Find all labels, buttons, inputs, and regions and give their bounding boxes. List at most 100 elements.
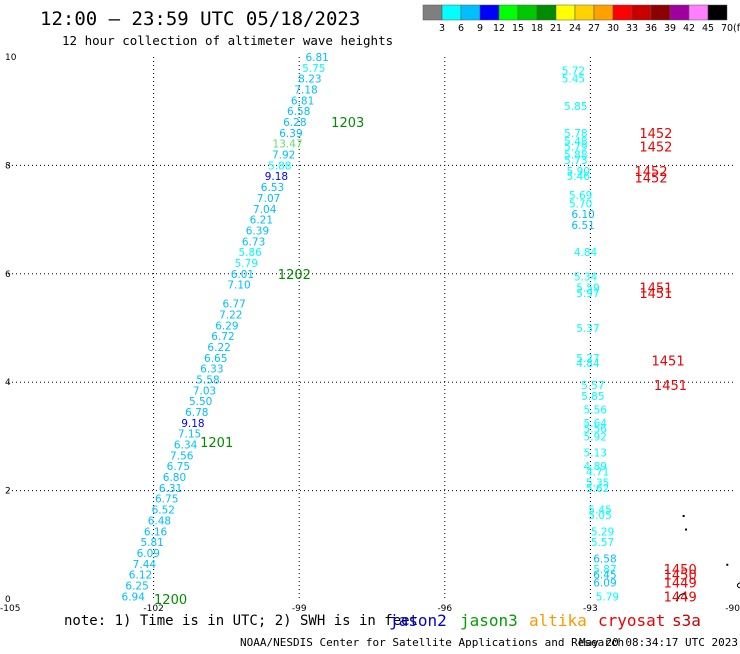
swh-value-label: 7.44 xyxy=(133,559,157,571)
swh-value-label: 4.84 xyxy=(574,247,598,259)
pass-time-label: 1450 xyxy=(664,563,697,578)
swh-value-label: 5.29 xyxy=(591,526,614,538)
satellite-legend-entry: cryosat xyxy=(598,611,665,630)
swh-value-label: 6.77 xyxy=(222,299,245,311)
legend-level-label: 45 xyxy=(702,23,714,34)
pass-time-label: 1203 xyxy=(331,116,364,131)
swh-value-label: 6.12 xyxy=(129,570,152,582)
pass-time-label: 1451 xyxy=(639,281,672,296)
coastline-curve xyxy=(675,592,688,602)
swh-value-label: 6.80 xyxy=(163,472,186,484)
pass-time-label: 1449 xyxy=(664,590,697,605)
legend-level-label: 9 xyxy=(477,23,483,34)
swh-value-label: 5.58 xyxy=(196,374,219,386)
pass-time-label: 1449 xyxy=(664,577,697,592)
legend-swatch xyxy=(669,4,690,21)
legend-level-label: 3 xyxy=(439,23,445,34)
swh-value-label: 7.22 xyxy=(219,309,242,321)
swh-value-label: 5.69 xyxy=(569,190,592,202)
swh-value-label: 6.21 xyxy=(250,215,273,227)
swh-value-label: 6.81 xyxy=(305,52,328,64)
legend-level-label: 33 xyxy=(626,23,638,34)
swh-value-label: 4.84 xyxy=(576,358,600,370)
x-tick-label: -99 xyxy=(292,604,307,614)
swh-value-label: 5.92 xyxy=(584,431,607,443)
swh-value-label: 4.89 xyxy=(584,461,607,473)
swh-value-label: 5.85 xyxy=(564,101,587,113)
swh-value-label: 5.48 xyxy=(564,136,587,148)
swh-value-label: 6.58 xyxy=(287,106,310,118)
pass-time-label: 1452 xyxy=(639,127,672,142)
satellite-legend-entry: altika xyxy=(529,611,587,630)
swh-value-label: 7.18 xyxy=(294,85,317,97)
swh-value-label: 6.52 xyxy=(152,505,175,517)
swh-value-label: 5.05 xyxy=(588,510,611,522)
swh-value-label: 5.97 xyxy=(576,288,599,300)
swh-value-label: 5.46 xyxy=(567,171,591,183)
swh-value-label: 5.88 xyxy=(268,160,291,172)
swh-value-label: 6.65 xyxy=(204,353,227,365)
legend-level-label: 21 xyxy=(550,23,562,34)
swh-value-label: 6.39 xyxy=(279,128,302,140)
swh-value-label: 5.62 xyxy=(586,483,609,495)
swh-value-label: 6.75 xyxy=(155,494,178,506)
swh-value-label: 5.72 xyxy=(562,66,585,78)
swh-value-label: 6.48 xyxy=(148,515,171,527)
swh-value-label: 6.34 xyxy=(174,440,198,452)
swh-value-label: 6.45 xyxy=(593,570,616,582)
legend-level-label: 12 xyxy=(493,23,505,34)
swh-value-label: 5.79 xyxy=(235,258,258,270)
pass-time-label: 1202 xyxy=(278,268,311,283)
swh-value-label: 5.86 xyxy=(238,247,262,259)
swh-value-label: 6.10 xyxy=(571,209,594,221)
swh-value-label: 5.57 xyxy=(591,537,614,549)
swh-value-label: 6.58 xyxy=(593,553,616,565)
y-tick-label: 10 xyxy=(5,53,17,63)
swh-value-label: 5.27 xyxy=(576,353,599,365)
legend-swatch xyxy=(441,4,462,21)
axis-ticks: -105 -102 -99 -96 -93 -90 0 2 4 6 8 10 xyxy=(0,53,740,614)
swh-value-label: 5.37 xyxy=(576,323,599,335)
legend-swatch xyxy=(536,4,557,21)
swh-value-label: 5.57 xyxy=(581,380,604,392)
swh-value-label: 7.92 xyxy=(272,150,295,162)
swh-value-label: 6.31 xyxy=(159,483,182,495)
swh-value-label: 6.94 xyxy=(122,591,146,603)
swh-value-label: 5.81 xyxy=(140,537,163,549)
legend-swatch xyxy=(555,4,576,21)
swh-value-label: 9.18 xyxy=(265,171,288,183)
legend-swatch xyxy=(422,4,443,21)
pass-time-label: 1452 xyxy=(639,140,672,155)
swh-value-label: 5.13 xyxy=(584,448,607,460)
satellite-legend: jason2 jason3 altika cryosat s3a xyxy=(389,611,701,630)
swh-value-label: 5.64 xyxy=(584,418,608,430)
x-tick-label: -96 xyxy=(437,604,452,614)
pass-time-label: 1451 xyxy=(652,355,685,370)
coastline-dot xyxy=(685,528,688,531)
swh-value-label: 6.51 xyxy=(571,220,594,232)
swh-value-label: 4.71 xyxy=(586,467,609,479)
pass-time-label: 1452 xyxy=(635,171,668,186)
swh-value-label: 7.04 xyxy=(253,204,277,216)
legend-level-label: 24 xyxy=(569,23,581,34)
swh-value-label: 5.56 xyxy=(584,423,608,435)
legend-swatch xyxy=(498,4,519,21)
x-tick-label: -102 xyxy=(143,604,163,614)
swh-value-label: 6.22 xyxy=(207,342,230,354)
legend-swatch xyxy=(688,4,709,21)
coastline-features xyxy=(675,514,740,602)
swh-value-label: 6.09 xyxy=(593,578,616,590)
swh-value-label: 6.25 xyxy=(125,580,148,592)
swh-value-label: 5.75 xyxy=(302,63,325,75)
legend-swatch xyxy=(479,4,500,21)
chart-title: 12:00 — 23:59 UTC 05/18/2023 xyxy=(40,8,360,30)
pass-time-label: 1451 xyxy=(639,287,672,302)
swh-value-label: 5.79 xyxy=(564,141,587,153)
legend-level-label: 6 xyxy=(458,23,464,34)
legend-level-label: 30 xyxy=(607,23,619,34)
coastline-dot xyxy=(726,563,729,566)
legend-level-label: 70 xyxy=(721,23,733,34)
